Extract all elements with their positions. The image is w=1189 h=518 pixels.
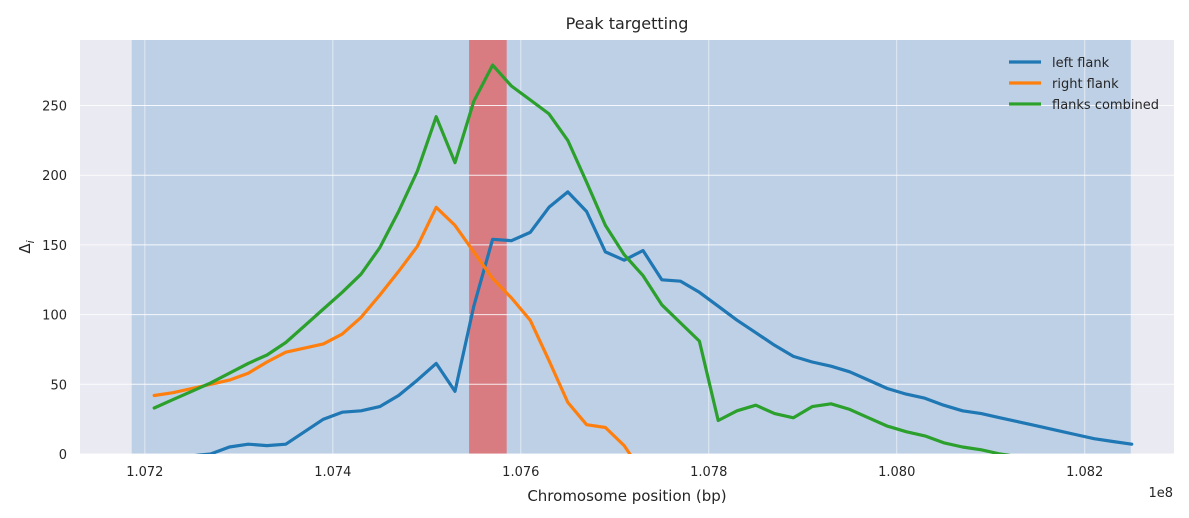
y-axis-label-sub: i (24, 240, 37, 243)
legend-label: left flank (1052, 56, 1110, 71)
legend-label: flanks combined (1052, 98, 1159, 113)
series-line-flanks-combined (152, 63, 1011, 454)
shaded-region-1 (469, 40, 507, 454)
y-tick-labels: 0 50 100 150 200 250 (42, 100, 67, 463)
legend-label: right flank (1052, 77, 1119, 92)
y-axis-label: Δi (16, 240, 37, 253)
chart-title: Peak targetting (566, 14, 689, 33)
y-tick-label: 150 (42, 239, 67, 254)
gridlines (80, 40, 1174, 455)
series-lines (152, 63, 1134, 454)
plot-area (80, 40, 1174, 454)
x-tick-label: 1.076 (502, 465, 539, 480)
x-offset-label: 1e8 (1148, 486, 1173, 501)
y-tick-label: 100 (42, 309, 67, 324)
x-tick-label: 1.078 (690, 465, 727, 480)
series-line-right-flank (152, 205, 632, 454)
x-tick-label: 1.082 (1066, 465, 1103, 480)
x-tick-labels: 1.072 1.074 1.076 1.078 1.080 1.082 (126, 465, 1103, 480)
x-tick-label: 1.072 (126, 465, 163, 480)
shaded-regions (131, 40, 1131, 454)
x-axis-label: Chromosome position (bp) (527, 487, 726, 505)
legend: left flank right flank flanks combined (1009, 56, 1159, 113)
y-axis-label-main: Δ (16, 243, 34, 254)
y-tick-label: 200 (42, 169, 67, 184)
series-line-left-flank (194, 190, 1134, 454)
x-tick-label: 1.074 (314, 465, 351, 480)
y-tick-label: 0 (59, 448, 67, 463)
x-tick-label: 1.080 (878, 465, 915, 480)
y-tick-label: 250 (42, 100, 67, 115)
y-tick-label: 50 (50, 378, 67, 393)
shaded-region-0 (131, 40, 1131, 454)
